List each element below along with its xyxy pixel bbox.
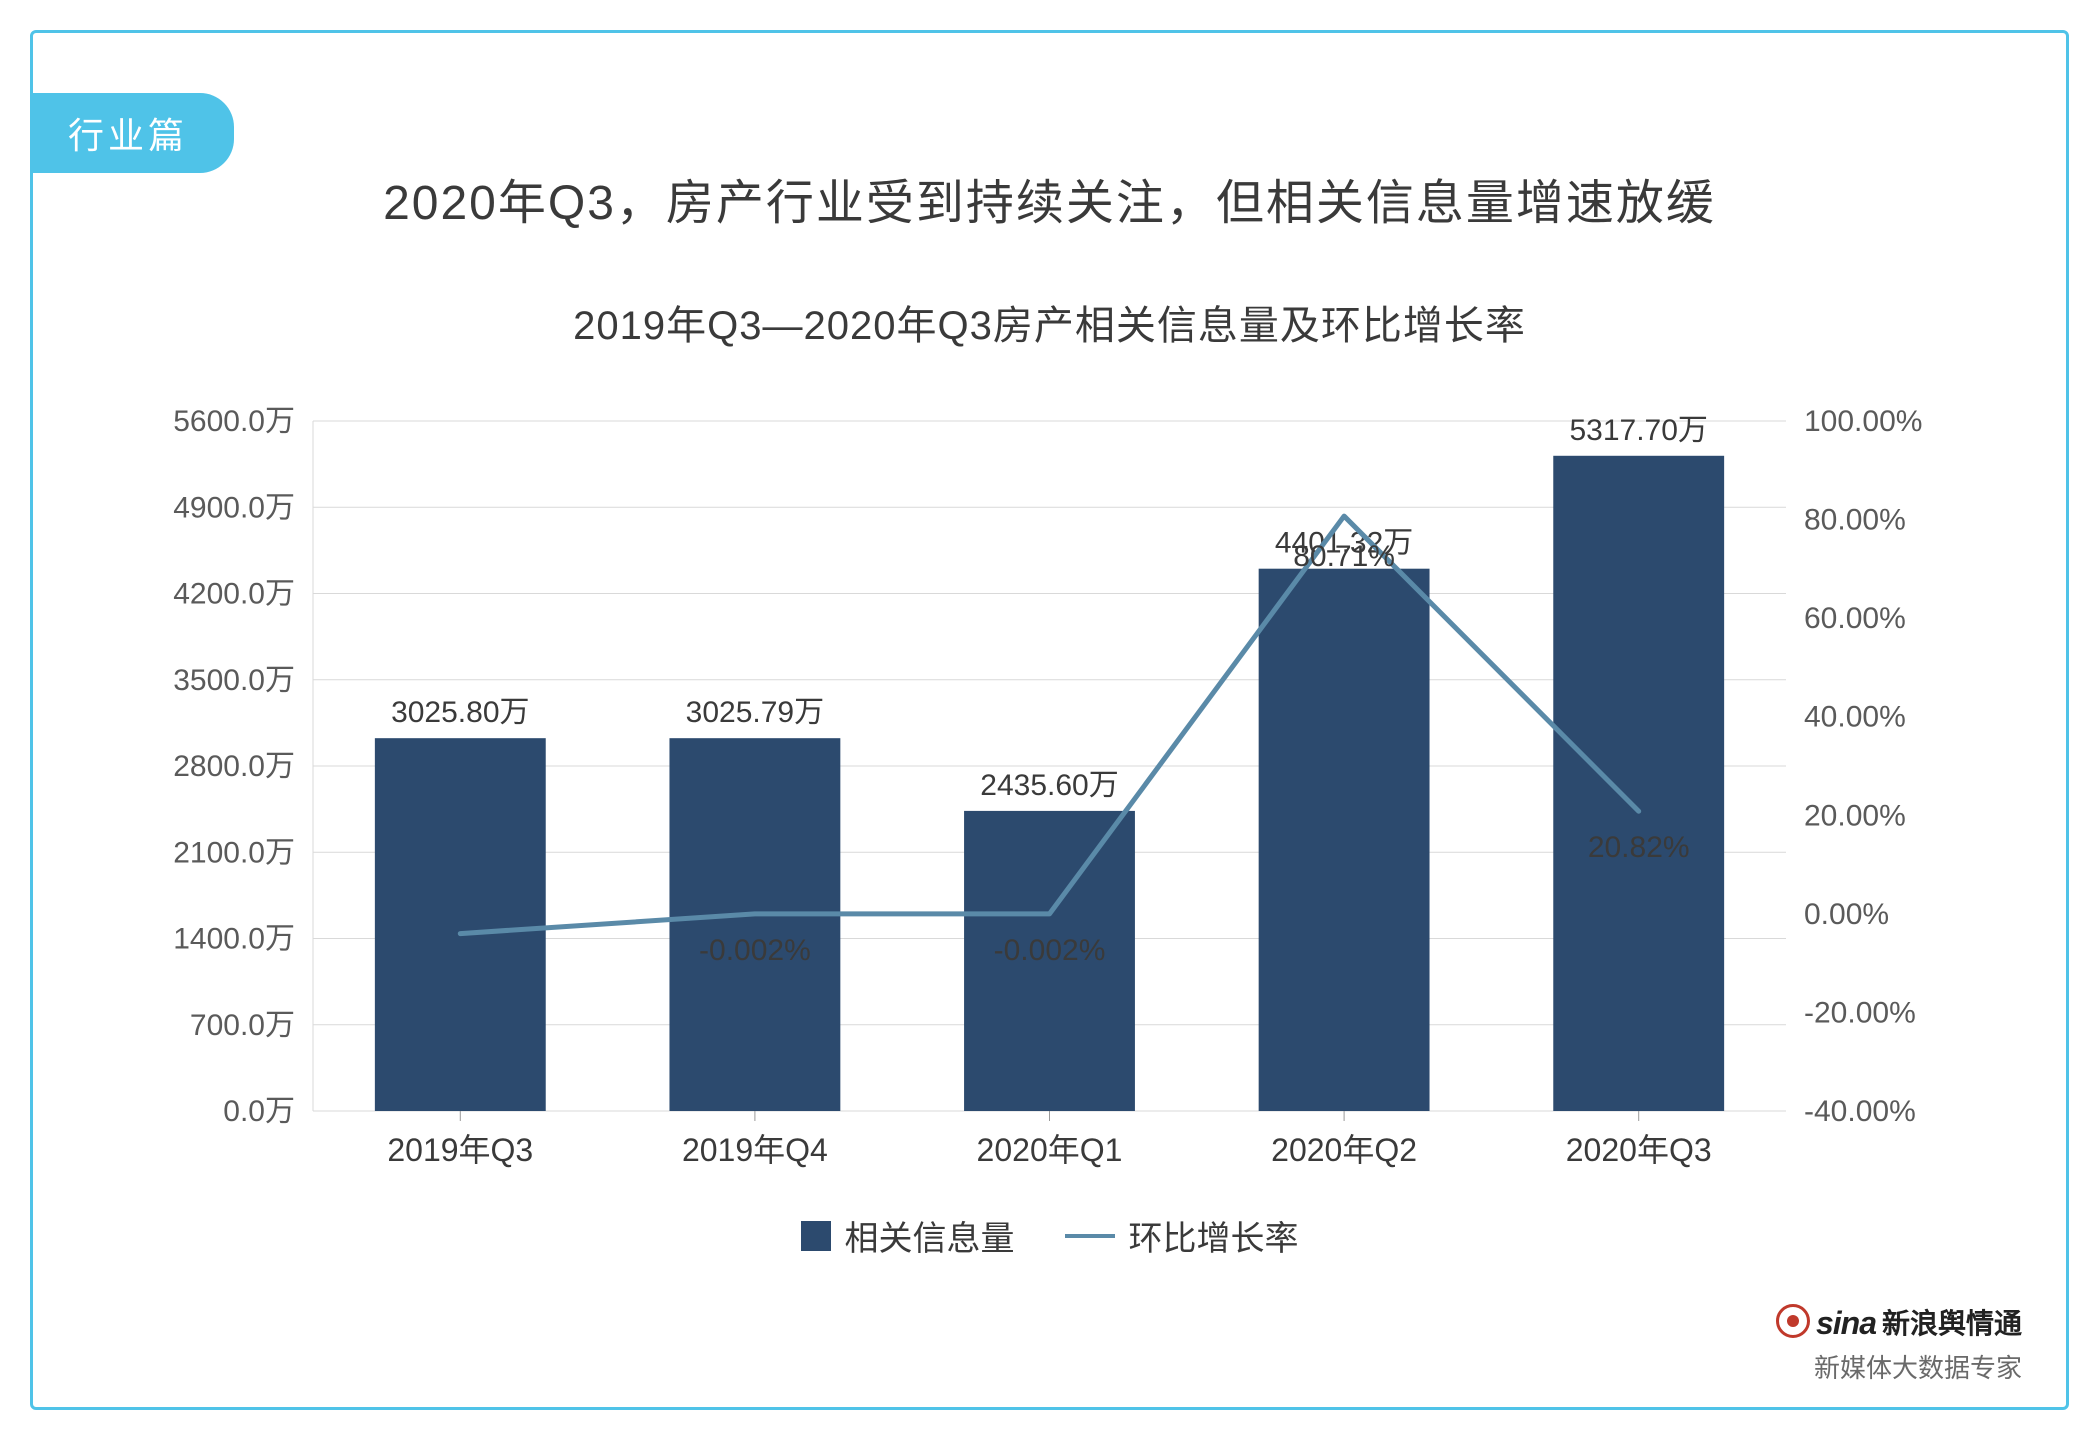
line-value-label: -0.002%: [994, 934, 1106, 967]
watermark: sina 新浪舆情通 新媒体大数据专家: [1776, 1302, 2022, 1385]
y-left-tick: 0.0万: [223, 1095, 295, 1128]
y-right-tick: -20.00%: [1804, 996, 1916, 1029]
chart-area: 0.0万 700.0万 1400.0万 2100.0万 2800.0万 3500.0万 42…: [113, 381, 1986, 1201]
chart-subtitle: 2019年Q3—2020年Q3房产相关信息量及环比增长率: [33, 293, 2066, 351]
y-left-tick: 5600.0万: [173, 405, 295, 438]
y-right-tick: 0.00%: [1804, 898, 1889, 931]
category-label: 2020年Q1: [977, 1132, 1123, 1168]
category-label: 2020年Q2: [1271, 1132, 1417, 1168]
legend: 相关信息量 环比增长率: [33, 1211, 2066, 1260]
bar: [375, 738, 546, 1111]
y-right-tick: 100.00%: [1804, 405, 1922, 438]
section-badge: 行业篇: [30, 93, 234, 173]
y-left-tick: 700.0万: [190, 1009, 295, 1042]
y-right-tick: -40.00%: [1804, 1095, 1916, 1128]
watermark-tagline: 新媒体大数据专家: [1776, 1348, 2022, 1385]
y-right-tick: 80.00%: [1804, 504, 1906, 537]
y-left-tick: 1400.0万: [173, 923, 295, 956]
bar: [1553, 456, 1724, 1111]
bar: [669, 738, 840, 1111]
watermark-latin: sina: [1816, 1305, 1876, 1342]
watermark-cn: 新浪舆情通: [1882, 1302, 2022, 1342]
y-right-tick: 20.00%: [1804, 799, 1906, 832]
bar-value-label: 2435.60万: [980, 769, 1118, 802]
main-title: 2020年Q3，房产行业受到持续关注，但相关信息量增速放缓: [33, 163, 2066, 233]
legend-item-bar: 相关信息量: [801, 1211, 1015, 1260]
legend-label-bar: 相关信息量: [845, 1211, 1015, 1260]
y-left-tick: 4900.0万: [173, 491, 295, 524]
bar-value-label: 3025.79万: [686, 696, 824, 729]
outer-frame: 行业篇 2020年Q3，房产行业受到持续关注，但相关信息量增速放缓 2019年Q…: [30, 30, 2069, 1410]
legend-label-line: 环比增长率: [1129, 1211, 1299, 1260]
watermark-brand: sina 新浪舆情通: [1776, 1302, 2022, 1342]
line-value-label: 20.82%: [1588, 831, 1690, 864]
legend-item-line: 环比增长率: [1065, 1211, 1299, 1260]
bar-value-label: 3025.80万: [391, 696, 529, 729]
bar: [1259, 569, 1430, 1111]
line-value-label: -0.002%: [699, 934, 811, 967]
y-left-tick: 3500.0万: [173, 664, 295, 697]
y-left-tick: 4200.0万: [173, 578, 295, 611]
legend-swatch-line: [1065, 1234, 1115, 1238]
line-value-label: 80.71%: [1293, 540, 1395, 573]
category-label: 2019年Q3: [387, 1132, 533, 1168]
sina-eye-icon: [1776, 1304, 1810, 1338]
bar-value-label: 5317.70万: [1569, 414, 1707, 447]
y-right-tick: 40.00%: [1804, 701, 1906, 734]
category-label: 2020年Q3: [1566, 1132, 1712, 1168]
y-left-tick: 2800.0万: [173, 750, 295, 783]
chart-svg: 0.0万 700.0万 1400.0万 2100.0万 2800.0万 3500.0万 42…: [113, 381, 1986, 1201]
legend-swatch-bar: [801, 1221, 831, 1251]
y-left-tick: 2100.0万: [173, 836, 295, 869]
category-label: 2019年Q4: [682, 1132, 828, 1168]
y-right-tick: 60.00%: [1804, 602, 1906, 635]
